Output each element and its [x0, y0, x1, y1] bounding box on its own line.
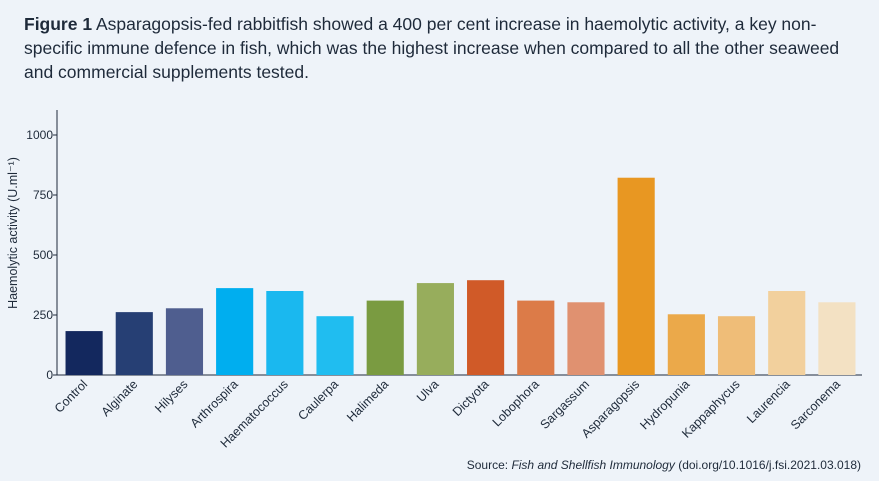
x-tick-label: Control [52, 377, 90, 415]
bar-asparagopsis [617, 177, 655, 375]
bar-kappaphycus [717, 316, 756, 375]
source-journal: Fish and Shellfish Immunology [511, 458, 675, 472]
caption-text: Asparagopsis-fed rabbitfish showed a 400… [24, 14, 840, 82]
source-doi: (doi.org/10.1016/j.fsi.2021.03.018) [674, 458, 861, 472]
bar-ulva [416, 283, 454, 375]
x-tick-label: Laurencia [744, 377, 793, 426]
figure-label: Figure 1 [24, 14, 93, 34]
x-tick-label: Caulerpa [295, 377, 341, 423]
y-tick-label: 500 [33, 248, 53, 262]
x-tick-label: Sarconema [788, 377, 843, 432]
bar-laurencia [768, 291, 806, 375]
x-tick-label: Sargassum [537, 377, 592, 432]
x-tick-label: Halimeda [344, 377, 391, 424]
x-tick-label: Alginate [99, 377, 141, 419]
y-tick-label: 1000 [26, 128, 53, 142]
x-tick-label: Ulva [414, 377, 442, 405]
bar-halimeda [366, 300, 404, 375]
bar-haematococcus [266, 291, 304, 375]
y-tick-label: 750 [33, 188, 53, 202]
x-tick-label: Hilyses [152, 377, 190, 415]
bar-arthrospira [216, 288, 254, 375]
bar-alginate [115, 312, 153, 375]
bar-control [65, 331, 103, 375]
bar-sarconema [818, 302, 856, 375]
source-prefix: Source: [466, 458, 512, 472]
x-tick-labels: Control Alginate HilysesArthrospiraHaemato… [52, 377, 843, 450]
source-note: Source: Fish and Shellfish Immunology (d… [467, 458, 861, 472]
chart-bars [65, 177, 856, 375]
x-tick-label: Hydropunia [637, 377, 692, 432]
y-tick-label: 250 [33, 308, 53, 322]
bar-hydropunia [667, 314, 705, 375]
x-tick-label: Dictyota [450, 377, 492, 419]
bar-sargassum [567, 302, 605, 375]
bar-caulerpa [316, 316, 354, 375]
x-tick-label: Lobophora [490, 377, 542, 429]
y-tick-label: 0 [46, 368, 53, 382]
bar-lobophora [517, 300, 555, 375]
y-axis-label: Haemolytic activity (U.ml⁻¹) [6, 157, 20, 309]
bar-hilyses [165, 308, 204, 375]
bar-dictyota [467, 280, 505, 375]
x-tick-label: Arthrospira [188, 377, 241, 430]
figure-caption: Figure 1 Asparagopsis-fed rabbitfish sho… [24, 12, 854, 84]
